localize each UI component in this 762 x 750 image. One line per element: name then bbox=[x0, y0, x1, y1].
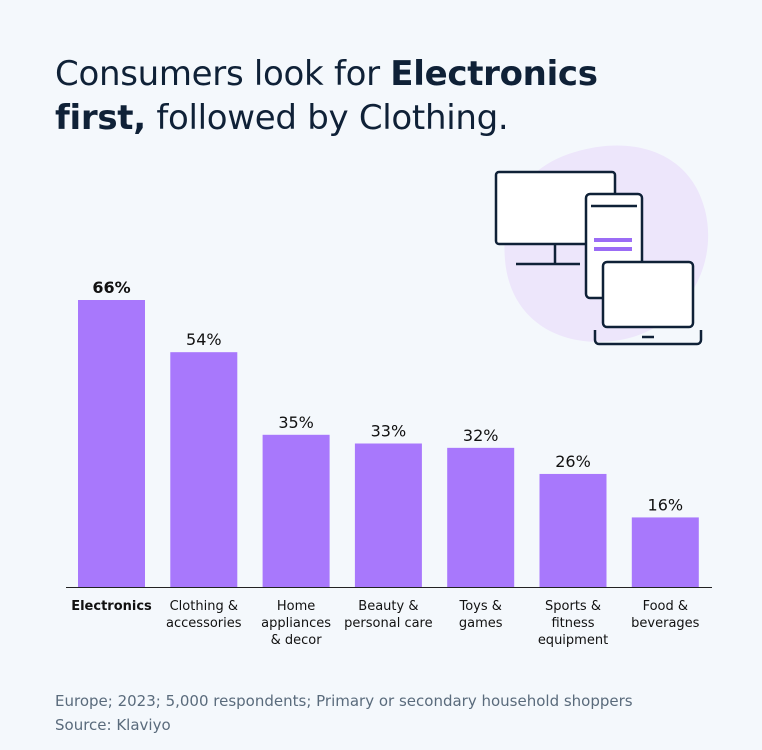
tick-label: games bbox=[459, 616, 503, 631]
data-label: 54% bbox=[186, 330, 222, 349]
bar bbox=[539, 473, 607, 587]
bar bbox=[78, 300, 145, 587]
tick-label: Food & bbox=[643, 599, 688, 614]
title-text: Consumers look for bbox=[55, 54, 391, 94]
tick-label: appliances bbox=[261, 616, 331, 631]
tick-label: fitness bbox=[551, 616, 594, 631]
tick-label: Clothing & bbox=[170, 599, 238, 614]
title-text: followed by Clothing. bbox=[145, 98, 509, 138]
data-label: 16% bbox=[648, 495, 684, 514]
bar bbox=[447, 447, 515, 587]
title-bold: first, bbox=[55, 98, 146, 138]
bar-chart: 66% Electronics 54% Clothing & accessories 35… bbox=[66, 278, 712, 648]
data-label: 35% bbox=[278, 413, 314, 432]
bar bbox=[631, 517, 699, 587]
title-bold: Electronics bbox=[390, 54, 598, 94]
footnote: Europe; 2023; 5,000 respondents; Primary… bbox=[55, 692, 633, 710]
tick-label: Sports & bbox=[545, 599, 601, 614]
tick-label: beverages bbox=[631, 616, 700, 631]
data-label: 66% bbox=[92, 278, 130, 297]
source: Source: Klaviyo bbox=[55, 716, 171, 734]
tick-label: Home bbox=[277, 599, 315, 614]
page-title: Consumers look for Electronics first, fo… bbox=[55, 52, 598, 140]
tick-label: Electronics bbox=[71, 599, 152, 614]
data-label: 26% bbox=[555, 452, 591, 471]
tick-label: Beauty & bbox=[358, 599, 418, 614]
tick-label: accessories bbox=[166, 616, 242, 631]
tick-label: personal care bbox=[344, 616, 432, 631]
bar bbox=[170, 352, 238, 587]
data-label: 33% bbox=[371, 422, 407, 441]
bar bbox=[262, 434, 330, 587]
bar bbox=[354, 443, 422, 587]
tick-label: Toys & bbox=[458, 599, 501, 614]
tick-label: & decor bbox=[271, 633, 323, 648]
data-label: 32% bbox=[463, 426, 499, 445]
tick-label: equipment bbox=[538, 633, 608, 648]
devices-icon bbox=[494, 145, 709, 346]
